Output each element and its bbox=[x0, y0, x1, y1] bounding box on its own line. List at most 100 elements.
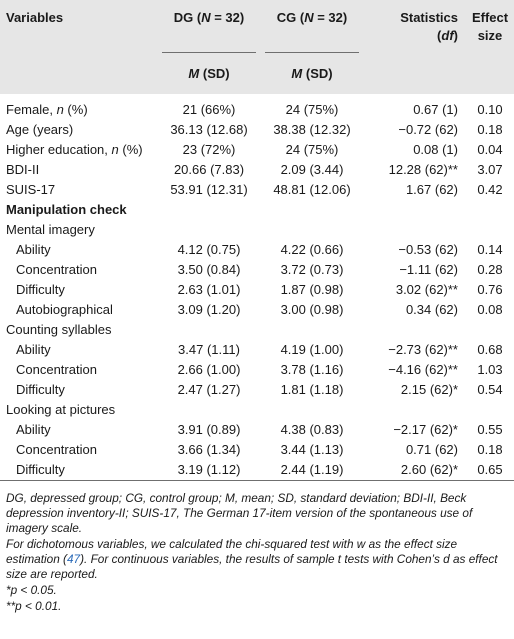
row-label: Looking at pictures bbox=[6, 402, 116, 417]
cg-value: 4.22 (0.66) bbox=[280, 242, 344, 257]
table-row: Ability 3.47 (1.11) 4.19 (1.00) −2.73 (62)*… bbox=[0, 340, 514, 360]
table-row: Ability 3.91 (0.89) 4.38 (0.83) −2.17 (62)*… bbox=[0, 420, 514, 440]
table-row: Concentration 3.66 (1.34) 3.44 (1.13) 0.71 … bbox=[0, 440, 514, 460]
col-header-statistics: Statistics bbox=[400, 10, 458, 25]
dg-value: 3.91 (0.89) bbox=[177, 422, 241, 437]
effect-size-value: 0.10 bbox=[477, 102, 503, 117]
cg-value: 38.38 (12.32) bbox=[273, 122, 351, 137]
effect-size-value: 0.04 bbox=[477, 142, 503, 157]
header-rule-cg bbox=[265, 52, 359, 53]
table-row: Concentration 2.66 (1.00) 3.78 (1.16) −4.16… bbox=[0, 360, 514, 380]
statistic-value: −0.53 (62) bbox=[398, 242, 458, 257]
statistic-value: −2.73 (62)** bbox=[388, 342, 458, 357]
table-row: Age (years) 36.13 (12.68) 38.38 (12.32) −0.… bbox=[0, 120, 514, 140]
col-header-variables: Variables bbox=[6, 10, 64, 25]
table-row: Difficulty 2.63 (1.01) 1.87 (0.98) 3.02 (62… bbox=[0, 280, 514, 300]
table-row: Concentration 3.50 (0.84) 3.72 (0.73) −1.11… bbox=[0, 260, 514, 280]
table-row: BDI-II 20.66 (7.83) 2.09 (3.44) 12.28 (62)*… bbox=[0, 160, 514, 180]
row-label: Counting syllables bbox=[6, 322, 112, 337]
dg-value: 21 (66%) bbox=[182, 102, 236, 117]
reference-link[interactable]: 47 bbox=[66, 552, 81, 566]
statistic-value: 0.71 (62) bbox=[405, 442, 458, 457]
dg-value: 3.19 (1.12) bbox=[177, 462, 241, 477]
effect-size-value: 0.08 bbox=[477, 302, 503, 317]
dg-value: 2.66 (1.00) bbox=[177, 362, 241, 377]
table-row: Higher education, n (%) 23 (72%) 24 (75%) 0… bbox=[0, 140, 514, 160]
row-label: Mental imagery bbox=[6, 222, 95, 237]
cg-value: 2.44 (1.19) bbox=[280, 462, 344, 477]
statistic-value: −0.72 (62) bbox=[398, 122, 458, 137]
row-label: BDI-II bbox=[6, 162, 40, 177]
statistic-value: 1.67 (62) bbox=[405, 182, 458, 197]
row-label: Age (years) bbox=[6, 122, 74, 137]
dg-value: 20.66 (7.83) bbox=[173, 162, 245, 177]
footnote-abbreviations: DG, depressed group; CG, control group; … bbox=[6, 491, 473, 535]
cg-value: 1.81 (1.18) bbox=[280, 382, 344, 397]
dg-value: 23 (72%) bbox=[182, 142, 236, 157]
cg-value: 24 (75%) bbox=[285, 142, 339, 157]
row-label: Manipulation check bbox=[6, 202, 127, 217]
table-bottom-rule bbox=[0, 480, 514, 481]
cg-value: 1.87 (0.98) bbox=[280, 282, 344, 297]
effect-size-value: 0.55 bbox=[477, 422, 503, 437]
row-label: Female, n (%) bbox=[6, 102, 88, 117]
dg-value: 3.09 (1.20) bbox=[177, 302, 241, 317]
row-label: Higher education, n (%) bbox=[6, 142, 143, 157]
statistic-value: 12.28 (62)** bbox=[388, 162, 458, 177]
effect-size-value: 0.42 bbox=[477, 182, 503, 197]
dg-value: 36.13 (12.68) bbox=[170, 122, 248, 137]
dg-value: 2.63 (1.01) bbox=[177, 282, 241, 297]
cg-value: 4.19 (1.00) bbox=[280, 342, 344, 357]
row-label: Ability bbox=[16, 342, 51, 357]
statistic-value: 0.34 (62) bbox=[405, 302, 458, 317]
table-header: Variables DG (N = 32) CG (N = 32) Statis… bbox=[0, 0, 514, 94]
effect-size-value: 0.68 bbox=[477, 342, 503, 357]
footnote-p01: **p < 0.01. bbox=[6, 599, 62, 613]
col-header-cg: CG (N = 32) bbox=[276, 10, 348, 25]
effect-size-value: 0.18 bbox=[477, 442, 503, 457]
statistic-value: 0.67 (1) bbox=[413, 102, 458, 117]
statistic-value: −1.11 (62) bbox=[399, 262, 458, 277]
group-heading-row: Counting syllables bbox=[0, 320, 514, 340]
table-row: SUIS-17 53.91 (12.31) 48.81 (12.06) 1.67 (6… bbox=[0, 180, 514, 200]
cg-value: 48.81 (12.06) bbox=[273, 182, 351, 197]
dg-value: 3.50 (0.84) bbox=[177, 262, 241, 277]
row-label: Difficulty bbox=[16, 382, 65, 397]
table-row: Female, n (%) 21 (66%) 24 (75%) 0.67 (1) 0.1… bbox=[0, 100, 514, 120]
dg-value: 3.47 (1.11) bbox=[178, 342, 240, 357]
subheader-cg-msd: M (SD) bbox=[291, 66, 333, 81]
col-header-effect: Effect bbox=[471, 10, 509, 25]
dg-value: 4.12 (0.75) bbox=[177, 242, 241, 257]
effect-size-value: 0.54 bbox=[477, 382, 503, 397]
row-label: SUIS-17 bbox=[6, 182, 56, 197]
effect-size-value: 0.28 bbox=[477, 262, 503, 277]
col-header-dg: DG (N = 32) bbox=[173, 10, 245, 25]
row-label: Concentration bbox=[16, 442, 97, 457]
group-heading-row: Mental imagery bbox=[0, 220, 514, 240]
row-label: Difficulty bbox=[16, 282, 65, 297]
row-label: Difficulty bbox=[16, 462, 65, 477]
statistic-value: 2.15 (62)* bbox=[400, 382, 458, 397]
statistic-value: 2.60 (62)* bbox=[400, 462, 458, 477]
table-row: Difficulty 3.19 (1.12) 2.44 (1.19) 2.60 (62… bbox=[0, 460, 514, 480]
row-label: Autobiographical bbox=[16, 302, 113, 317]
row-label: Concentration bbox=[16, 262, 97, 277]
header-rule-dg bbox=[162, 52, 256, 53]
cg-value: 2.09 (3.44) bbox=[280, 162, 344, 177]
group-heading-row: Looking at pictures bbox=[0, 400, 514, 420]
subheader-dg-msd: M (SD) bbox=[188, 66, 230, 81]
footnote-p05: *p < 0.05. bbox=[6, 583, 57, 597]
section-heading-row: Manipulation check bbox=[0, 200, 514, 220]
statistic-value: 3.02 (62)** bbox=[395, 282, 458, 297]
cg-value: 4.38 (0.83) bbox=[280, 422, 344, 437]
row-label: Concentration bbox=[16, 362, 97, 377]
row-label: Ability bbox=[16, 242, 51, 257]
cg-value: 3.72 (0.73) bbox=[280, 262, 344, 277]
row-label: Ability bbox=[16, 422, 51, 437]
effect-size-value: 3.07 bbox=[477, 162, 503, 177]
effect-size-value: 0.18 bbox=[477, 122, 503, 137]
effect-size-value: 1.03 bbox=[477, 362, 503, 377]
cg-value: 3.44 (1.13) bbox=[280, 442, 344, 457]
cg-value: 3.78 (1.16) bbox=[280, 362, 344, 377]
